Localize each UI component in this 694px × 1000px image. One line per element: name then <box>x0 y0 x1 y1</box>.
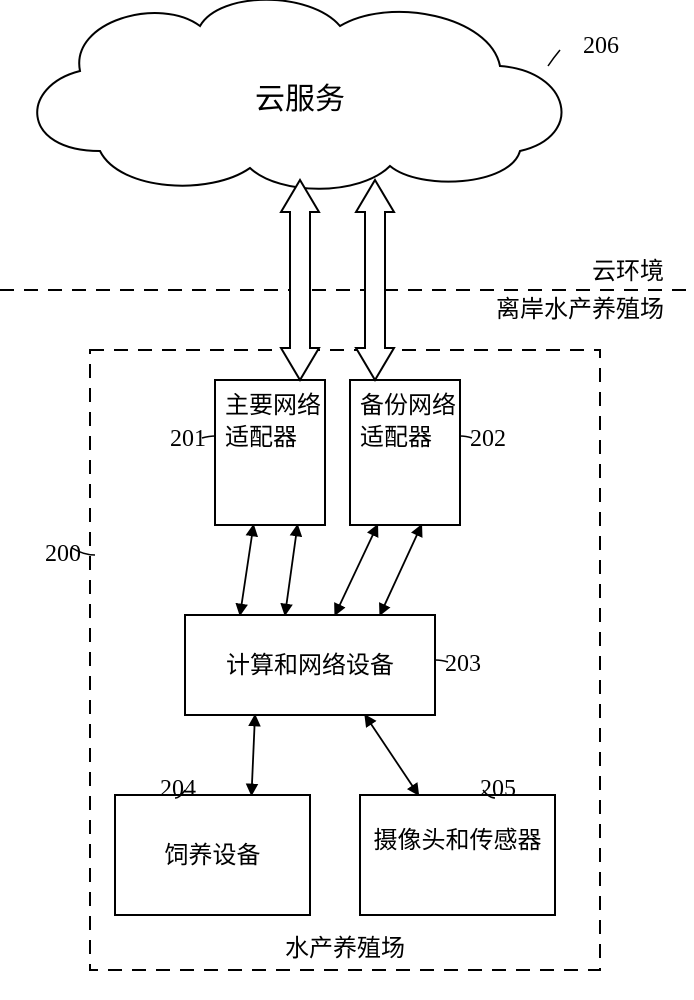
ref-201: 201 <box>170 425 206 454</box>
edge <box>335 525 378 615</box>
big-arrow <box>356 180 394 380</box>
big-arrow <box>281 180 319 380</box>
env-label-above: 云环境 <box>592 258 664 287</box>
edge <box>285 525 298 615</box>
env-label-below: 离岸水产养殖场 <box>496 296 664 325</box>
ref-leader-206 <box>548 50 560 66</box>
farm-title: 水产养殖场 <box>90 935 600 964</box>
edge <box>240 525 254 615</box>
edge <box>365 715 419 795</box>
cloud-label: 云服务 <box>0 82 600 118</box>
edge <box>252 715 256 795</box>
edge <box>380 525 422 615</box>
feeder-label: 饲养设备 <box>115 840 310 872</box>
ref-204: 204 <box>160 775 196 804</box>
ref-203: 203 <box>445 650 481 679</box>
camera-label: 摄像头和传感器 <box>360 825 555 857</box>
backup-adapter-label: 备份网络适配器 <box>360 390 456 455</box>
ref-205: 205 <box>480 775 516 804</box>
primary-adapter-label: 主要网络适配器 <box>225 390 321 455</box>
ref-200: 200 <box>45 540 81 569</box>
compute-label: 计算和网络设备 <box>185 650 435 682</box>
ref-206: 206 <box>583 32 619 61</box>
ref-202: 202 <box>470 425 506 454</box>
